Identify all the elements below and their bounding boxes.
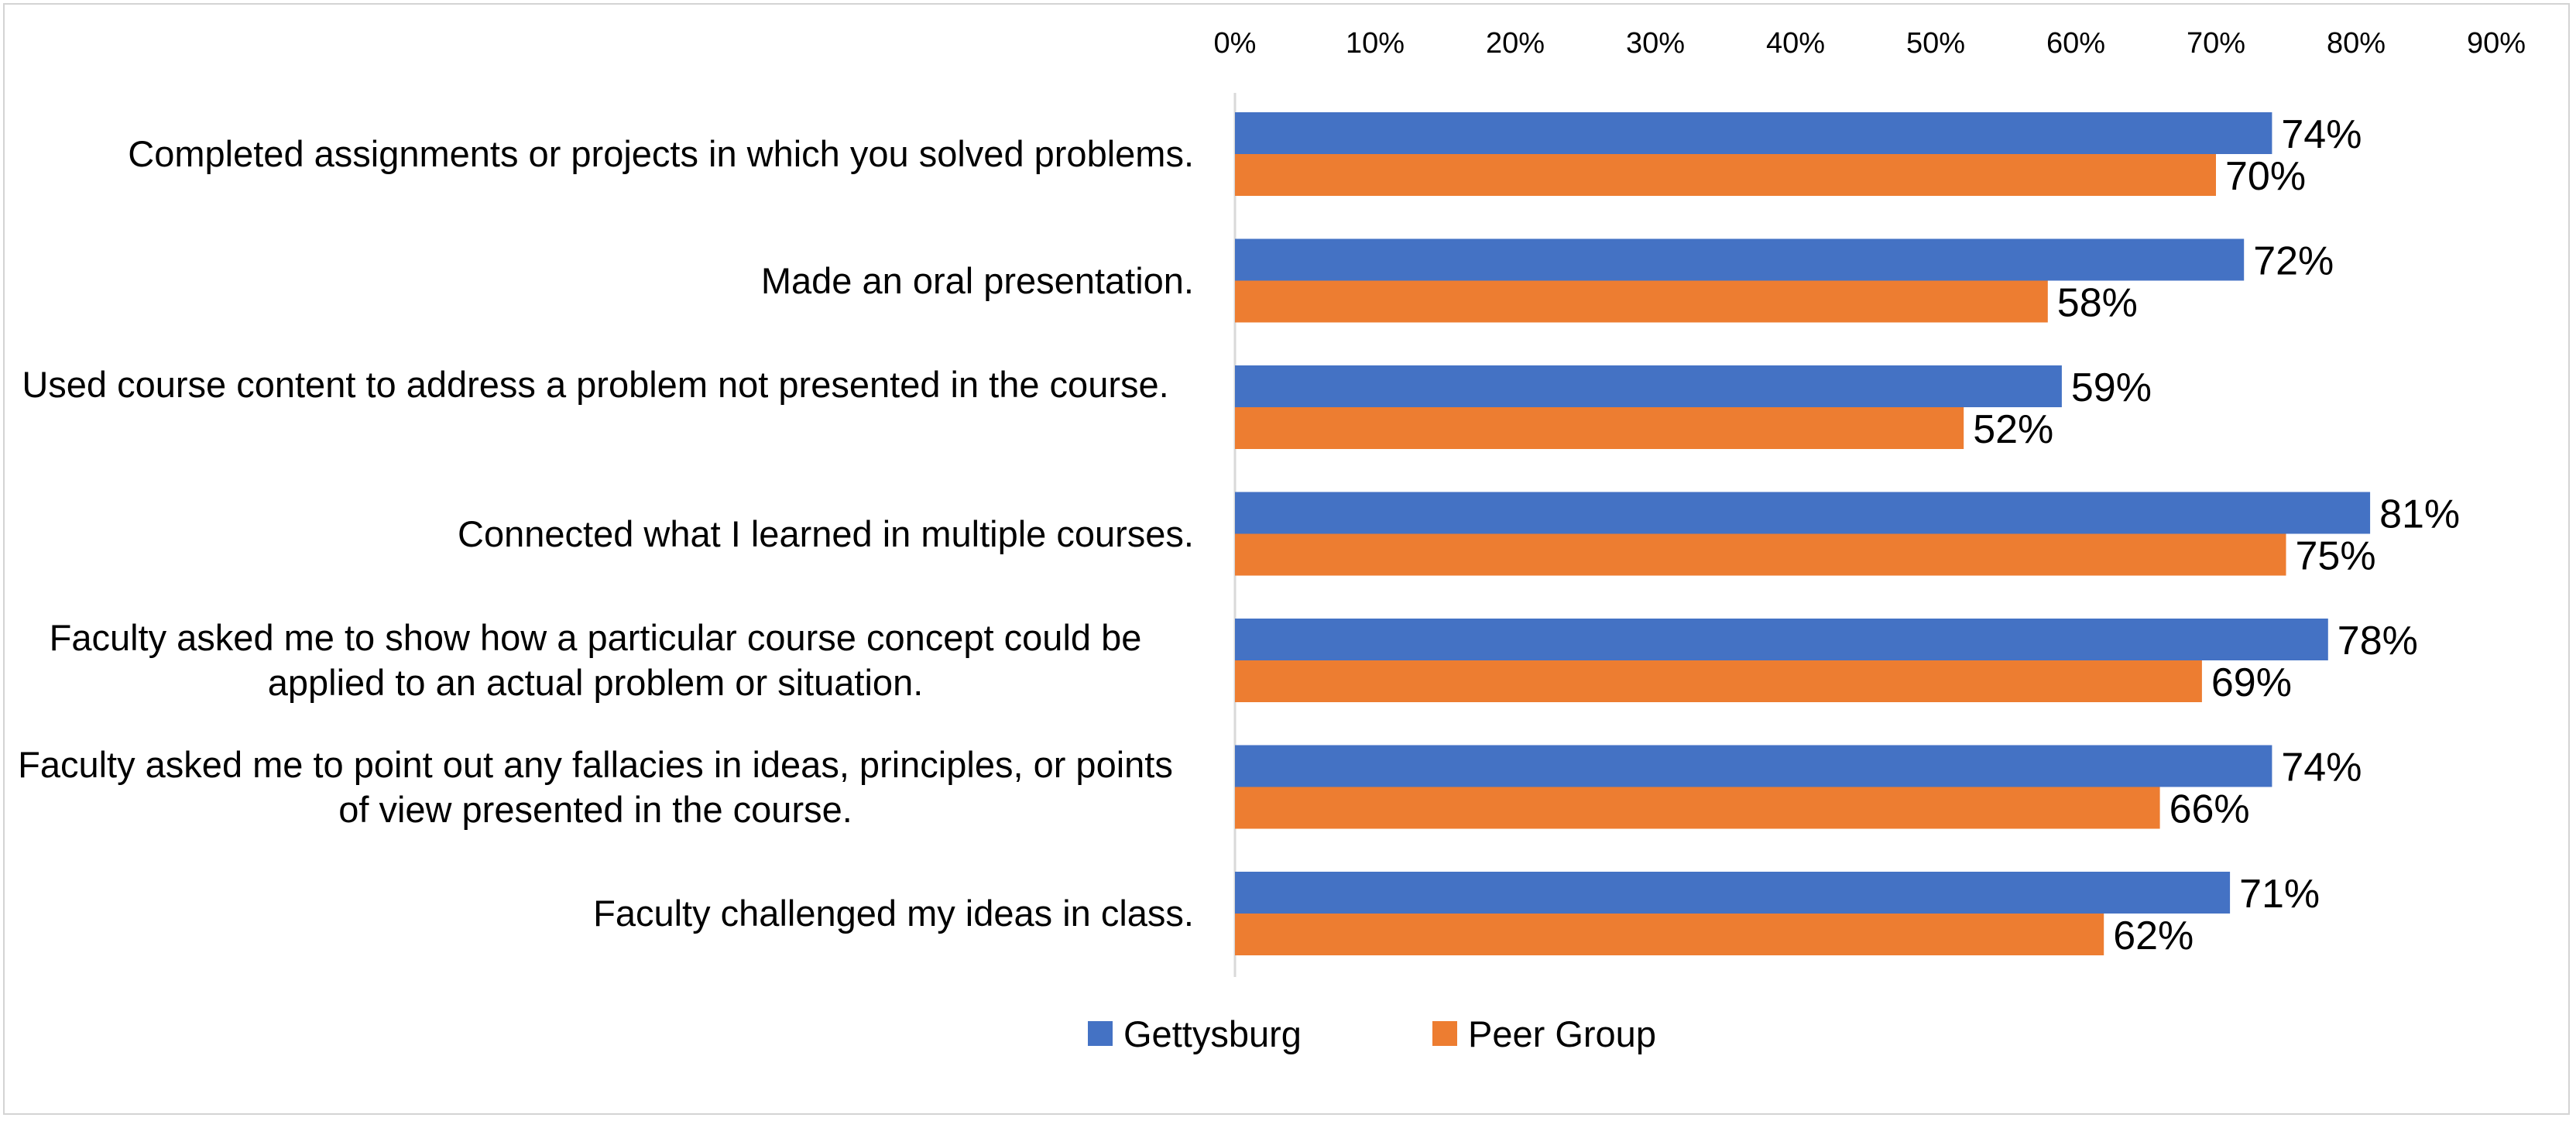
x-tick-label: 20% [1486, 27, 1545, 60]
data-label: 52% [1973, 407, 2053, 452]
bar-gettysburg [1235, 872, 2231, 914]
data-label: 62% [2113, 914, 2194, 958]
data-label: 78% [2338, 619, 2418, 663]
data-label: 58% [2057, 281, 2138, 326]
x-tick-label: 80% [2327, 27, 2386, 60]
data-label: 69% [2211, 660, 2292, 705]
legend-swatch [1432, 1021, 1457, 1046]
legend: Gettysburg Peer Group [0, 1006, 2576, 1061]
legend-label: Gettysburg [1123, 1013, 1302, 1054]
data-label: 72% [2253, 239, 2334, 284]
bar-gettysburg [1235, 492, 2371, 534]
legend-label: Peer Group [1468, 1013, 1656, 1054]
bar-gettysburg [1235, 365, 2062, 407]
bar-peer-group [1235, 280, 2048, 323]
x-tick-label: 70% [2187, 27, 2245, 60]
bar-gettysburg [1235, 619, 2328, 660]
bar-peer-group [1235, 787, 2160, 829]
legend-item: Gettysburg [1088, 1006, 1302, 1061]
category-label: Used course content to address a problem… [22, 364, 1169, 405]
bar-gettysburg [1235, 745, 2272, 787]
bar-peer-group [1235, 407, 1964, 449]
bar-peer-group [1235, 154, 2216, 196]
category-label: Faculty asked me to show how a particula… [49, 617, 1142, 703]
data-label: 66% [2170, 787, 2250, 832]
x-tick-label: 40% [1766, 27, 1825, 60]
category-label: Completed assignments or projects in whi… [128, 133, 1194, 174]
x-tick-label: 0% [1214, 27, 1257, 60]
category-label: Made an oral presentation. [760, 259, 1194, 301]
data-label: 74% [2281, 112, 2362, 157]
x-tick-label: 60% [2046, 27, 2105, 60]
category-label: Connected what I learned in multiple cou… [458, 513, 1194, 554]
data-label: 59% [2071, 365, 2152, 410]
legend-swatch [1088, 1021, 1113, 1046]
x-tick-label: 30% [1626, 27, 1685, 60]
bar-gettysburg [1235, 112, 2272, 154]
category-label: Faculty asked me to point out any fallac… [18, 743, 1173, 830]
data-label: 75% [2296, 534, 2376, 579]
category-label: Faculty challenged my ideas in class. [593, 893, 1194, 934]
data-label: 74% [2281, 746, 2362, 790]
bar-peer-group [1235, 660, 2202, 702]
data-label: 81% [2379, 492, 2460, 537]
legend-item: Peer Group [1432, 1006, 1656, 1061]
bar-peer-group [1235, 914, 2104, 955]
data-label: 70% [2225, 154, 2306, 199]
data-label: 71% [2239, 872, 2320, 917]
x-tick-label: 10% [1346, 27, 1405, 60]
x-tick-label: 50% [1906, 27, 1965, 60]
bar-gettysburg [1235, 238, 2245, 281]
x-tick-label: 90% [2467, 27, 2526, 60]
bar-peer-group [1235, 533, 2286, 576]
